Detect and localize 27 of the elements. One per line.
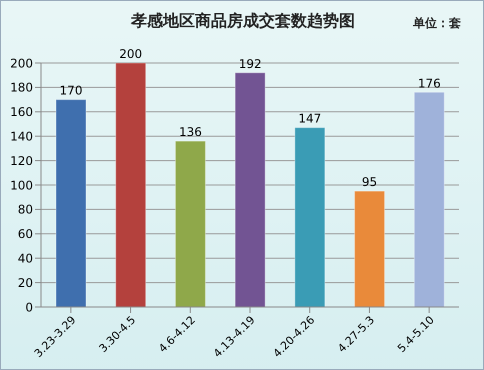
- y-tick-label: 180: [10, 80, 33, 95]
- data-label: 95: [362, 175, 378, 190]
- y-tick-label: 80: [18, 202, 33, 217]
- y-tick-label: 120: [10, 154, 33, 168]
- y-tick-label: 20: [18, 276, 33, 290]
- bar: [414, 92, 445, 307]
- data-label: 200: [119, 47, 142, 61]
- bar: [56, 99, 86, 307]
- data-label: 170: [60, 84, 82, 98]
- y-tick-label: 100: [10, 178, 33, 192]
- y-tick-label: 60: [18, 227, 33, 242]
- bar: [294, 127, 326, 307]
- bar: [115, 63, 146, 307]
- y-tick-label: 0: [25, 300, 33, 314]
- bar: [234, 72, 266, 307]
- y-tick-label: 160: [10, 105, 33, 120]
- y-tick-label: 200: [10, 56, 33, 70]
- data-label: 136: [178, 125, 202, 140]
- bar: [354, 190, 386, 307]
- data-label: 147: [298, 112, 322, 126]
- data-label: 192: [238, 56, 262, 71]
- text: 单位：套: [413, 15, 461, 32]
- y-tick-label: 140: [10, 129, 33, 144]
- data-label: 176: [418, 76, 441, 90]
- chart-title: 孝感地区商品房成交套数趋势图: [131, 11, 355, 30]
- bar: [174, 140, 206, 307]
- y-tick-label: 40: [18, 251, 33, 266]
